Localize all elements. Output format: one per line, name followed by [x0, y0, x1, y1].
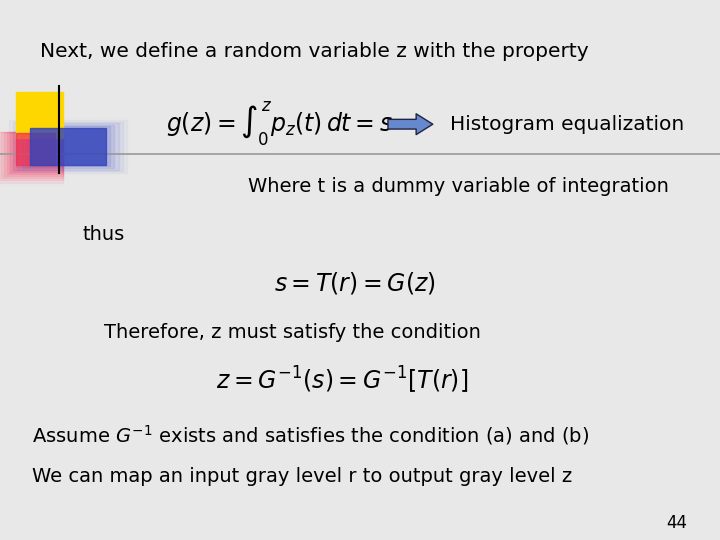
Bar — [16, 133, 55, 165]
Text: $z = G^{-1}(s) = G^{-1}[T(r)]$: $z = G^{-1}(s) = G^{-1}[T(r)]$ — [216, 365, 468, 396]
Text: Histogram equalization: Histogram equalization — [450, 114, 684, 134]
Bar — [10, 132, 63, 172]
Bar — [13, 122, 123, 171]
Bar — [1, 132, 63, 178]
Bar — [17, 123, 119, 170]
Text: 44: 44 — [667, 514, 688, 532]
Bar — [22, 125, 114, 168]
Bar — [13, 132, 63, 170]
Bar — [9, 120, 127, 173]
Bar — [0, 132, 63, 180]
Text: $g(z) = \int_0^z p_z(t)\,dt = s$: $g(z) = \int_0^z p_z(t)\,dt = s$ — [166, 100, 392, 149]
Bar — [16, 92, 63, 138]
Bar — [26, 126, 110, 166]
Bar — [4, 132, 63, 176]
Bar — [30, 128, 106, 165]
Text: Assume $G^{-1}$ exists and satisfies the condition (a) and (b): Assume $G^{-1}$ exists and satisfies the… — [32, 423, 590, 447]
Text: We can map an input gray level r to output gray level z: We can map an input gray level r to outp… — [32, 467, 572, 486]
Bar — [16, 132, 63, 167]
Text: Where t is a dummy variable of integration: Where t is a dummy variable of integrati… — [248, 177, 670, 196]
Bar — [0, 132, 63, 183]
Bar — [7, 132, 63, 174]
Text: Next, we define a random variable z with the property: Next, we define a random variable z with… — [40, 42, 588, 61]
Text: $s = T(r) = G(z)$: $s = T(r) = G(z)$ — [274, 271, 436, 296]
Text: thus: thus — [83, 225, 125, 245]
Text: Therefore, z must satisfy the condition: Therefore, z must satisfy the condition — [104, 322, 481, 342]
FancyArrowPatch shape — [388, 114, 433, 134]
